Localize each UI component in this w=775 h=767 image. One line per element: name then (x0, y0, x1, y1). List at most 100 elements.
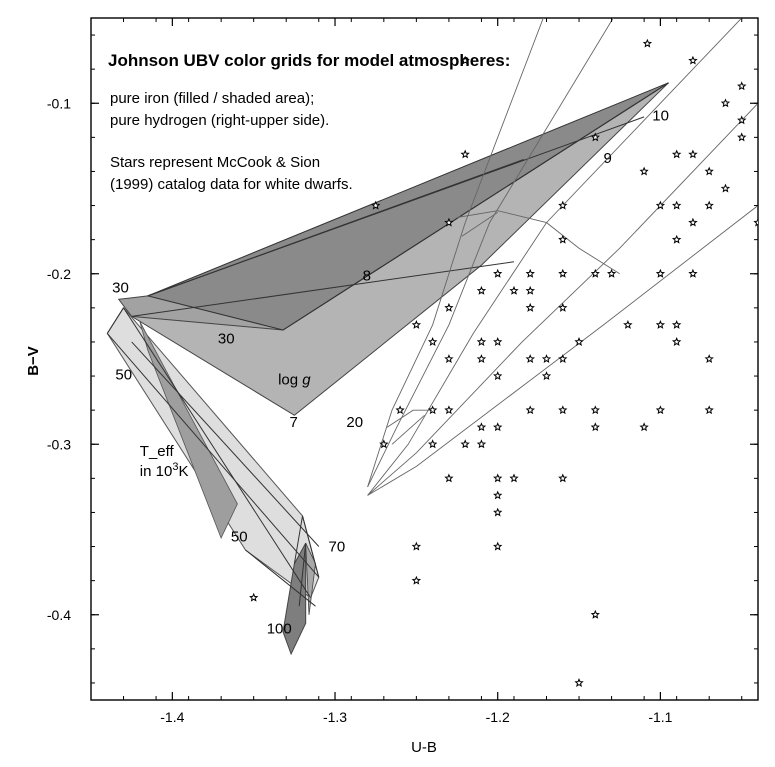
iron-grid-line (123, 307, 312, 598)
star-marker (704, 354, 714, 363)
iron-grid-line (293, 515, 303, 564)
note-line-4: (1999) catalog data for white dwarfs. (110, 176, 353, 193)
chart-title: Johnson UBV color grids for model atmosp… (108, 51, 510, 70)
star-marker (639, 166, 649, 176)
iron-grid-line (245, 549, 316, 607)
star-marker (688, 217, 698, 227)
star-marker (737, 115, 747, 125)
teff-exponent: 3 (172, 461, 178, 473)
star-marker (574, 677, 584, 687)
star-marker (541, 354, 552, 363)
star-marker (411, 541, 422, 551)
y-tick-label: -0.2 (47, 266, 71, 282)
hydrogen-grid-line (461, 212, 498, 237)
star-marker (444, 473, 454, 483)
star-marker (590, 132, 600, 142)
star-marker (460, 149, 470, 159)
grid-value-label: 50 (115, 366, 132, 383)
star-marker (590, 268, 600, 278)
iron-grid-line (131, 341, 320, 547)
star-marker (460, 439, 470, 449)
star-marker (525, 405, 535, 415)
star-marker (395, 405, 405, 415)
x-tick-label: -1.2 (486, 709, 510, 725)
star-marker (655, 319, 666, 329)
star-marker (737, 132, 747, 142)
star-marker (371, 200, 381, 210)
star-marker (525, 354, 535, 363)
hydrogen-grid-line (367, 18, 544, 488)
teff-label-line-2: in 103K (140, 461, 189, 480)
star-marker (671, 149, 682, 159)
grid-value-label: 8 (363, 268, 371, 285)
grid-label-italic: g (298, 372, 311, 389)
star-marker (493, 268, 503, 278)
star-marker (444, 354, 454, 363)
star-marker (688, 55, 698, 65)
star-marker (444, 405, 454, 415)
hydrogen-grid-line (456, 210, 620, 275)
star-marker (720, 98, 731, 108)
star-marker (558, 200, 568, 210)
x-tick-label: -1.3 (323, 709, 347, 725)
star-marker (655, 200, 666, 210)
hydrogen-grid-line (391, 414, 425, 445)
star-marker (704, 405, 714, 415)
grid-value-label: 10 (652, 107, 669, 124)
star-marker (671, 319, 682, 329)
y-tick-label: -0.1 (47, 95, 71, 111)
hydrogen-grid-line (367, 102, 758, 496)
star-marker (476, 439, 487, 449)
star-marker (476, 354, 487, 363)
grid-value-label: 70 (329, 539, 346, 556)
star-marker (753, 217, 758, 227)
grid-value-label: 100 (267, 621, 292, 638)
x-axis-label: U-B (411, 739, 437, 756)
star-marker (590, 422, 600, 432)
star-marker (639, 422, 649, 432)
x-tick-label: -1.4 (160, 709, 184, 725)
star-marker (607, 268, 617, 278)
teff-label-line-1: T_eff (140, 443, 175, 460)
star-marker (655, 268, 666, 278)
grid-value-label: 50 (231, 528, 248, 545)
iron-grid-line (106, 333, 320, 578)
grid-value-label: 30 (112, 280, 129, 297)
star-marker (642, 38, 653, 48)
hydrogen-grid-line (367, 18, 743, 496)
y-axis-label: B−V (25, 346, 42, 376)
grid-value-label: 20 (346, 414, 363, 431)
y-tick-label: -0.4 (47, 607, 71, 623)
star-marker (476, 422, 487, 432)
star-marker (427, 336, 438, 346)
y-tick-label: -0.3 (47, 436, 71, 452)
star-marker (509, 285, 519, 295)
star-marker (688, 149, 698, 159)
star-marker (525, 285, 535, 295)
iron-grid-line (302, 515, 320, 578)
iron-grid-line (298, 543, 307, 607)
star-marker (541, 371, 552, 381)
grid-value-label: 9 (603, 150, 611, 167)
star-marker (623, 319, 633, 329)
star-marker (493, 490, 503, 500)
note-line-2: pure hydrogen (right-upper side). (110, 112, 329, 129)
plot-marks (106, 18, 758, 687)
teff-unit: K (178, 463, 188, 480)
hydrogen-grid-line (386, 409, 433, 428)
star-marker (427, 439, 438, 449)
iron-grid-line (147, 116, 645, 297)
star-marker (493, 422, 503, 432)
star-marker (558, 405, 568, 415)
star-marker (671, 200, 682, 210)
star-marker (476, 285, 487, 295)
star-marker (249, 592, 259, 602)
star-marker (671, 234, 682, 244)
iron-grid-line (282, 82, 669, 331)
star-marker (444, 217, 454, 227)
star-marker (558, 302, 568, 312)
star-marker (379, 439, 389, 449)
axes: -1.4 -1.3 -1.2 -1.1 -0.1 -0.2 -0.3 -0.4 (47, 18, 758, 725)
